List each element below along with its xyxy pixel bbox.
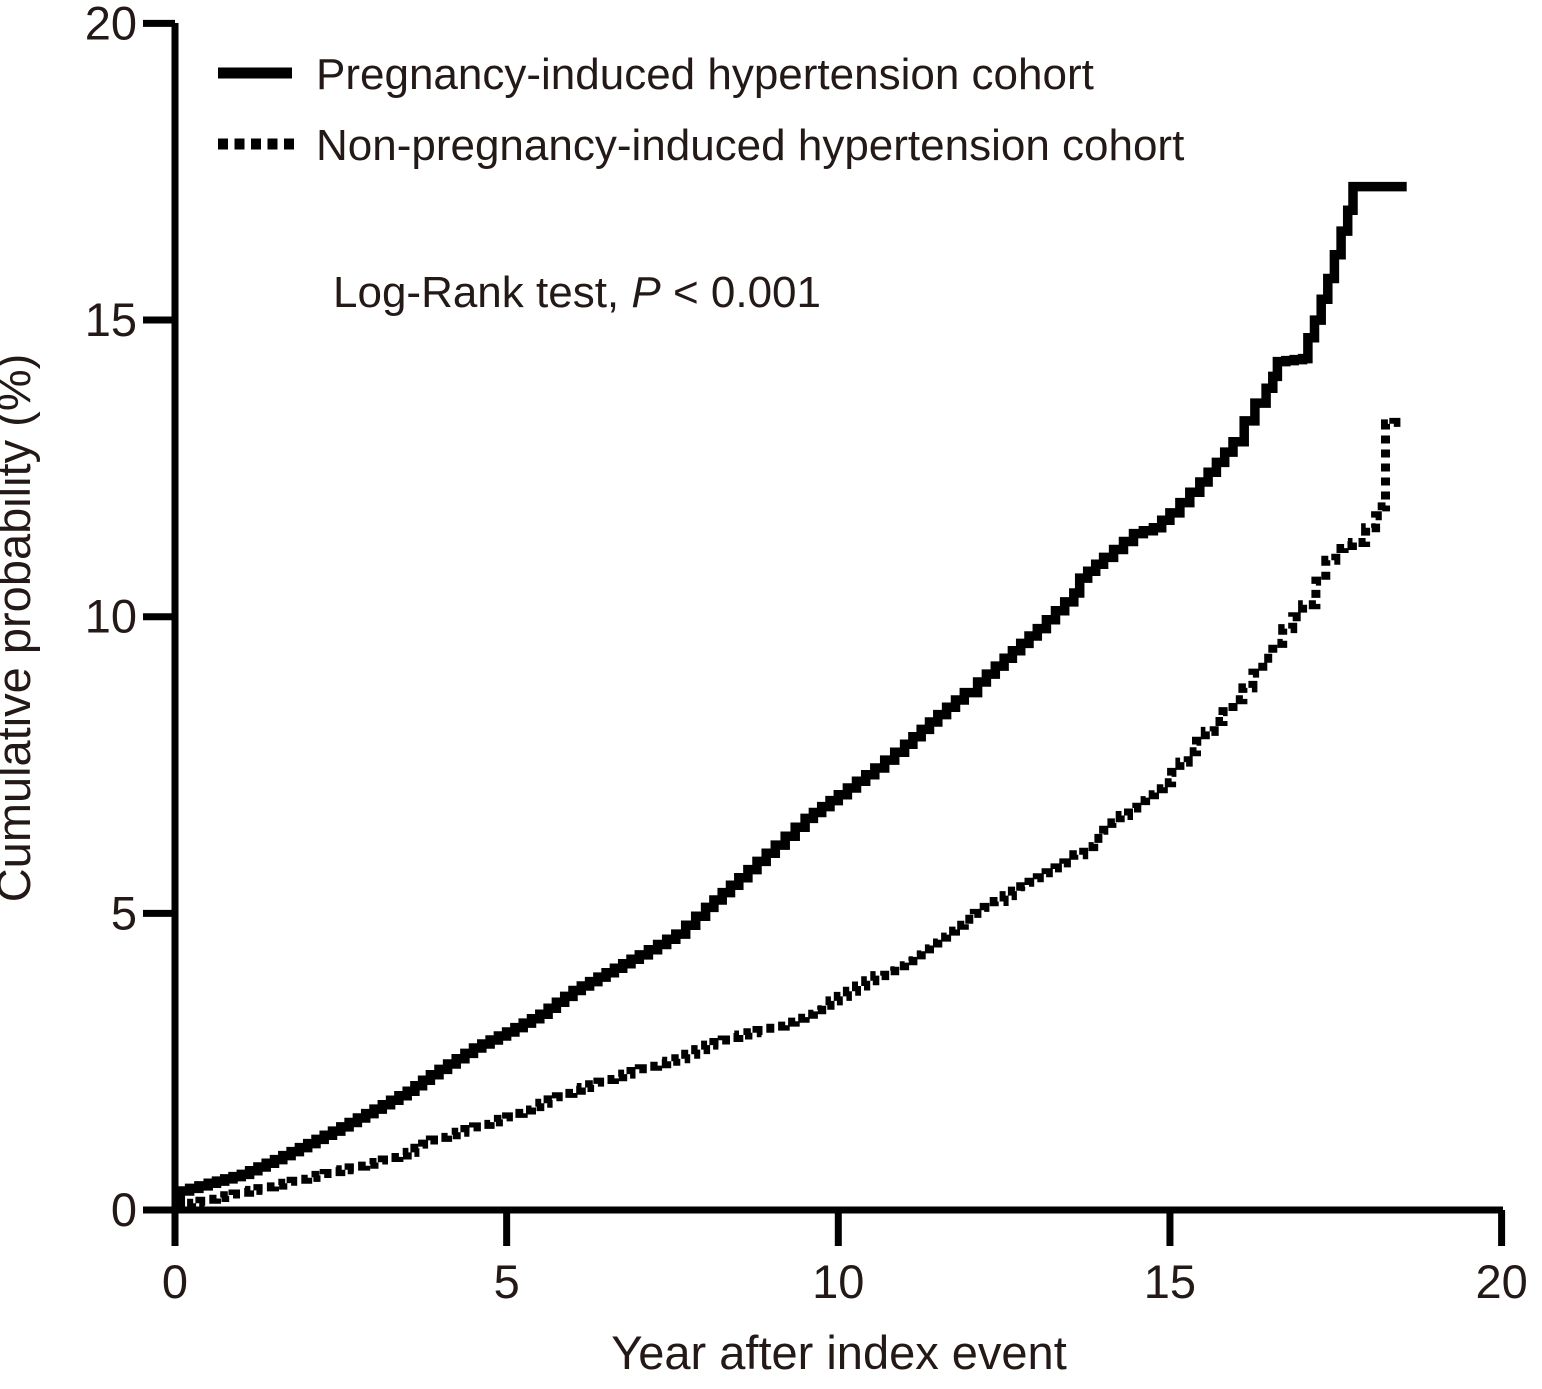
curve-non-pih-cohort [175,417,1407,1212]
x-tick-label: 20 [1475,1255,1527,1308]
x-tick-label: 5 [494,1255,520,1308]
y-tick-label: 5 [111,886,137,939]
y-tick-label: 20 [85,0,137,49]
curve-pih-cohort [175,181,1407,1209]
y-tick-label: 10 [85,590,137,643]
log-rank-annotation: Log-Rank test, P < 0.001 [333,268,821,317]
annotation-p-symbol: P [631,268,661,317]
y-axis-title: Cumulative probability (%) [0,354,40,903]
data-curves [175,181,1407,1212]
y-axis-ticks: 0 5 10 15 20 [85,0,175,1236]
axes [171,23,1503,1214]
x-axis-ticks: 0 5 10 15 20 [162,1210,1528,1308]
legend-label-non-pih: Non-pregnancy-induced hypertension cohor… [316,121,1184,170]
x-tick-label: 10 [812,1255,864,1308]
y-tick-label: 15 [85,293,137,346]
x-axis-title: Year after index event [611,1326,1067,1379]
x-tick-label: 15 [1144,1255,1196,1308]
annotation-prefix: Log-Rank test, [333,268,631,317]
legend-label-pih: Pregnancy-induced hypertension cohort [316,50,1094,99]
x-tick-label: 0 [162,1255,188,1308]
legend: Pregnancy-induced hypertension cohort No… [218,50,1184,170]
annotation-suffix: < 0.001 [661,268,821,317]
y-tick-label: 0 [111,1183,137,1236]
